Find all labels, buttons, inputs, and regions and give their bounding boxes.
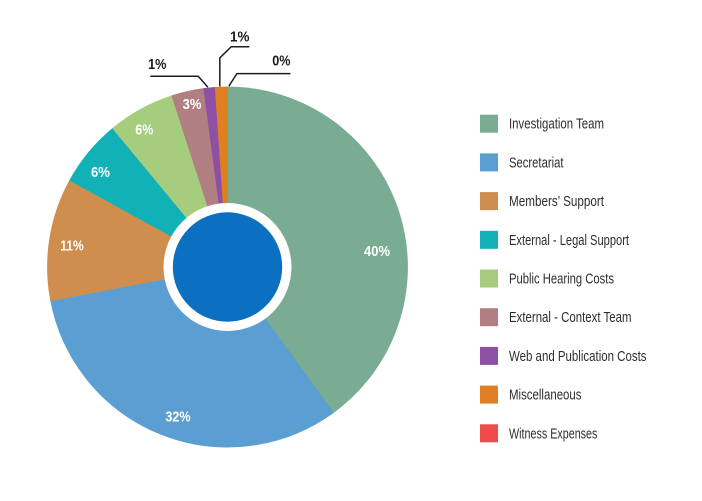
svg-text:3%: 3%	[183, 96, 202, 113]
svg-text:External - Legal Support: External - Legal Support	[509, 232, 630, 249]
svg-text:11%: 11%	[60, 238, 84, 255]
svg-text:Secretariat: Secretariat	[509, 154, 564, 171]
svg-text:6%: 6%	[135, 122, 153, 139]
svg-text:Witness Expenses: Witness Expenses	[509, 425, 597, 442]
svg-text:External - Context Team: External - Context Team	[509, 309, 632, 326]
svg-text:Investigation Team: Investigation Team	[509, 116, 604, 133]
svg-text:1%: 1%	[148, 56, 166, 73]
svg-text:1%: 1%	[230, 29, 249, 46]
svg-text:32%: 32%	[165, 409, 190, 426]
svg-text:0%: 0%	[272, 53, 290, 70]
svg-text:Web and Publication Costs: Web and Publication Costs	[509, 348, 647, 365]
svg-text:Members’ Support: Members’ Support	[509, 193, 605, 210]
svg-text:40%: 40%	[364, 243, 390, 260]
svg-text:Public Hearing Costs: Public Hearing Costs	[509, 271, 614, 288]
svg-text:6%: 6%	[91, 164, 110, 181]
svg-text:Miscellaneous: Miscellaneous	[509, 387, 582, 404]
